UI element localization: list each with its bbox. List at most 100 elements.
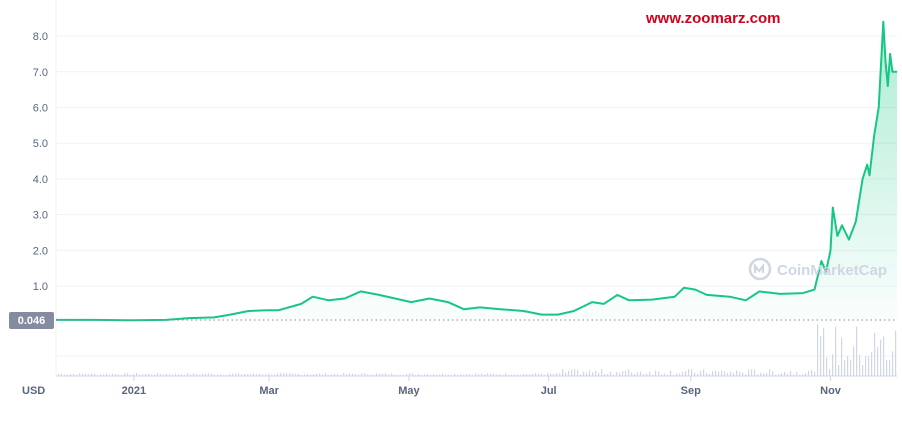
volume-bar bbox=[685, 371, 687, 376]
x-tick-label: Sep bbox=[681, 385, 701, 397]
volume-bar bbox=[625, 370, 627, 376]
volume-bar bbox=[805, 373, 807, 376]
volume-bar bbox=[130, 374, 132, 376]
volume-bar bbox=[586, 372, 588, 376]
volume-bar bbox=[121, 374, 123, 376]
volume-bar bbox=[577, 370, 579, 376]
volume-bar bbox=[523, 373, 525, 376]
volume-bar bbox=[556, 373, 558, 376]
volume-bar bbox=[112, 373, 114, 376]
volume-bar bbox=[871, 352, 873, 376]
volume-bar bbox=[220, 374, 222, 376]
volume-bar bbox=[649, 371, 651, 376]
volume-bar bbox=[307, 374, 309, 376]
volume-bar bbox=[328, 374, 330, 376]
volume-bar bbox=[106, 373, 108, 376]
volume-bar bbox=[622, 371, 624, 376]
y-tick-label: 6.0 bbox=[33, 103, 48, 115]
y-tick-label: 5.0 bbox=[33, 138, 48, 150]
volume-bar bbox=[445, 374, 447, 376]
volume-bar bbox=[823, 328, 825, 376]
volume-bar bbox=[343, 373, 345, 376]
volume-bar bbox=[850, 359, 852, 376]
volume-bar bbox=[541, 374, 543, 376]
volume-bar bbox=[64, 374, 66, 376]
volume-bar bbox=[784, 371, 786, 376]
volume-bar bbox=[430, 374, 432, 376]
volume-bar bbox=[496, 374, 498, 376]
volume-bar bbox=[460, 374, 462, 376]
current-price-label: 0.046 bbox=[18, 315, 46, 327]
volume-bar bbox=[229, 374, 231, 376]
volume-bar bbox=[406, 373, 408, 376]
volume-bar bbox=[781, 373, 783, 376]
volume-bar bbox=[280, 373, 282, 376]
volume-bar bbox=[742, 372, 744, 376]
volume-bar bbox=[208, 373, 210, 376]
volume-bar bbox=[637, 372, 639, 376]
volume-bar bbox=[70, 374, 72, 376]
volume-bar bbox=[619, 372, 621, 376]
volume-bar bbox=[604, 374, 606, 376]
volume-bar bbox=[118, 374, 120, 376]
volume-bar bbox=[82, 373, 84, 376]
volume-bar bbox=[67, 374, 69, 376]
volume-bar bbox=[268, 373, 270, 376]
volume-bar bbox=[595, 370, 597, 376]
volume-bar bbox=[841, 338, 843, 376]
volume-bar bbox=[532, 373, 534, 376]
volume-bar bbox=[247, 374, 249, 376]
volume-bar bbox=[715, 370, 717, 376]
volume-bar bbox=[598, 372, 600, 376]
x-tick-label: 2021 bbox=[122, 385, 146, 397]
volume-bar bbox=[58, 374, 60, 376]
volume-bar bbox=[298, 373, 300, 376]
volume-bar bbox=[250, 374, 252, 376]
volume-bar bbox=[88, 374, 90, 376]
volume-bar bbox=[829, 368, 831, 376]
volume-bar bbox=[721, 370, 723, 376]
volume-bar bbox=[196, 374, 198, 376]
volume-bar bbox=[796, 372, 798, 376]
volume-bar bbox=[487, 373, 489, 376]
volume-bar bbox=[394, 374, 396, 376]
volume-bar bbox=[763, 373, 765, 376]
volume-bar bbox=[883, 336, 885, 376]
volume-bar bbox=[346, 374, 348, 376]
volume-bar bbox=[733, 372, 735, 376]
volume-bar bbox=[724, 371, 726, 376]
volume-bar bbox=[193, 373, 195, 376]
volume-bar bbox=[409, 373, 411, 376]
volume-bar bbox=[592, 372, 594, 376]
volume-bar bbox=[472, 374, 474, 376]
volume-bar bbox=[481, 373, 483, 376]
volume-bar bbox=[454, 373, 456, 376]
volume-bar bbox=[832, 354, 834, 376]
volume-bar bbox=[211, 373, 213, 376]
volume-bar bbox=[304, 374, 306, 376]
volume-bar bbox=[190, 374, 192, 376]
volume-bar bbox=[730, 371, 732, 376]
volume-bar bbox=[691, 369, 693, 376]
volume-bar bbox=[517, 374, 519, 376]
volume-bar bbox=[589, 370, 591, 376]
volume-bar bbox=[694, 372, 696, 376]
volume-bar bbox=[844, 360, 846, 376]
volume-bar bbox=[295, 373, 297, 376]
volume-bar bbox=[835, 326, 837, 376]
volume-bar bbox=[400, 374, 402, 376]
volume-bar bbox=[148, 373, 150, 376]
site-watermark-url: www.zoomarz.com bbox=[645, 10, 780, 27]
volume-bar bbox=[442, 373, 444, 376]
currency-label: USD bbox=[22, 385, 45, 397]
volume-bar bbox=[775, 374, 777, 376]
volume-bar bbox=[436, 374, 438, 376]
volume-bar bbox=[853, 346, 855, 376]
volume-bar bbox=[559, 373, 561, 376]
volume-bar bbox=[493, 373, 495, 376]
volume-bar bbox=[322, 374, 324, 376]
volume-bar bbox=[283, 373, 285, 376]
volume-bar bbox=[874, 332, 876, 376]
volume-bar bbox=[340, 374, 342, 376]
